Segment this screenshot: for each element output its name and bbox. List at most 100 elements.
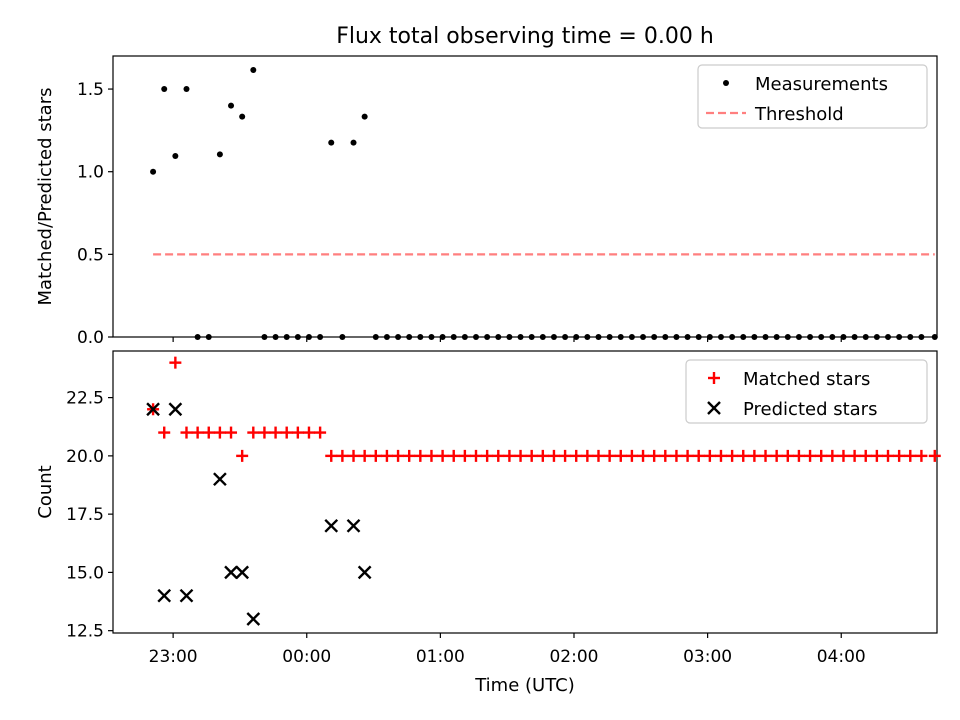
matched-star-point: [425, 449, 438, 462]
matched-star-point: [781, 449, 794, 462]
measurement-point: [261, 334, 268, 340]
matched-star-point: [648, 449, 661, 462]
measurement-point: [439, 334, 446, 340]
matched-star-point: [581, 449, 594, 462]
matched-star-point: [859, 449, 872, 462]
measurement-point: [550, 334, 557, 340]
bottom-xtick-label: 04:00: [817, 647, 866, 667]
top-panel: 0.0 0.5 1.0 1.5 Matched/Predicted stars Measu…: [35, 55, 938, 348]
matched-star-point: [503, 449, 516, 462]
measurement-point: [228, 102, 235, 109]
top-ytick-label: 0.5: [77, 245, 104, 265]
matched-star-point: [314, 426, 327, 439]
measurement-point: [931, 334, 938, 340]
predicted-star-point: [224, 565, 238, 580]
matched-star-point: [928, 449, 941, 462]
matched-star-point: [692, 449, 705, 462]
x-b: [224, 565, 238, 580]
measurement-point: [695, 334, 702, 340]
matched-star-point: [225, 426, 238, 439]
measurement-point: [172, 153, 179, 160]
matched-star-point: [191, 426, 204, 439]
top-ytick-label: 0.0: [77, 328, 104, 348]
measurement-point: [305, 334, 312, 340]
measurement-point: [417, 334, 424, 340]
measurement-point: [818, 334, 825, 340]
measurement-point: [873, 334, 880, 340]
bottom-xtick-label: 01:00: [416, 647, 465, 667]
bottom-ylabel: Count: [35, 465, 56, 518]
matched-star-point: [358, 449, 371, 462]
predicted-star-point: [168, 402, 183, 417]
measurement-point: [383, 334, 390, 340]
measurement-point: [851, 334, 858, 340]
figure-title: Flux total observing time = 0.00 h: [336, 24, 714, 49]
matched-star-point: [547, 449, 560, 462]
bottom-series-predicted-stars: [146, 402, 372, 626]
matched-star-point: [414, 449, 427, 462]
matched-star-point: [592, 449, 605, 462]
measurement-point: [784, 334, 791, 340]
measurement-point: [751, 334, 758, 340]
top-legend-box: [697, 64, 928, 129]
matched-star-point: [748, 449, 761, 462]
bottom-xtick-label: 23:00: [149, 647, 198, 667]
matched-star-point: [291, 426, 304, 439]
measurement-point: [539, 334, 546, 340]
measurement-point: [829, 334, 836, 340]
measurement-point: [595, 334, 602, 340]
measurement-point: [673, 334, 680, 340]
measurement-point: [216, 151, 223, 158]
predicted-star-point: [213, 472, 227, 487]
measurement-point: [517, 334, 524, 340]
measurement-point: [506, 334, 513, 340]
measurement-point: [372, 334, 379, 340]
matched-star-point: [603, 449, 616, 462]
measurement-point: [907, 334, 914, 340]
bottom-ytick-label: 15.0: [66, 563, 104, 583]
matched-star-point: [570, 449, 583, 462]
matched-star-point: [514, 449, 527, 462]
measurement-point: [406, 334, 413, 340]
matched-star-point: [302, 426, 315, 439]
bottom-ytick-label: 22.5: [66, 389, 104, 409]
matched-star-point: [403, 449, 416, 462]
bottom-xtick-label: 02:00: [549, 647, 598, 667]
top-ylabel: Matched/Predicted stars: [35, 88, 56, 306]
measurement-point: [628, 334, 635, 340]
matched-star-point: [737, 449, 750, 462]
predicted-star-point: [157, 588, 172, 603]
x-b: [146, 402, 160, 417]
matched-star-point: [681, 449, 694, 462]
matched-star-point: [392, 449, 405, 462]
legend-label: Matched stars: [743, 369, 870, 390]
matched-star-point: [559, 449, 572, 462]
bottom-xlabel: Time (UTC): [474, 675, 575, 696]
legend-label: Measurements: [755, 74, 888, 95]
matched-star-point: [236, 449, 249, 462]
measurement-point: [807, 334, 814, 340]
matched-star-point: [202, 426, 215, 439]
matched-star-point: [882, 449, 895, 462]
matched-star-point: [380, 449, 393, 462]
bottom-xtick-label: 03:00: [683, 647, 732, 667]
matched-star-point: [637, 449, 650, 462]
x-b: [179, 588, 194, 603]
matched-star-point: [536, 449, 549, 462]
matched-star-point: [815, 449, 828, 462]
measurement-point: [239, 113, 246, 120]
measurement-point: [350, 139, 357, 146]
matched-star-point: [213, 426, 226, 439]
matched-star-point: [904, 449, 917, 462]
measurement-point: [840, 334, 847, 340]
measurement-point: [183, 86, 190, 93]
x-b: [213, 472, 227, 487]
x-b: [235, 565, 250, 580]
measurement-point: [606, 334, 613, 340]
bottom-series-matched-stars: [147, 356, 941, 462]
measurement-point: [250, 67, 257, 74]
measurement-point: [562, 334, 569, 340]
matched-star-point: [670, 449, 683, 462]
measurement-point: [461, 334, 468, 340]
measurement-point: [706, 334, 713, 340]
